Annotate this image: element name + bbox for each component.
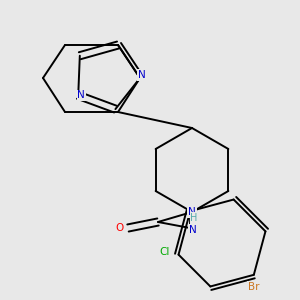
Text: Br: Br: [248, 282, 260, 292]
Text: N: N: [138, 70, 146, 80]
Text: N: N: [77, 90, 85, 100]
Text: Cl: Cl: [159, 247, 170, 256]
Text: N: N: [189, 225, 197, 235]
Text: H: H: [190, 213, 198, 223]
Text: O: O: [116, 223, 124, 233]
Text: N: N: [188, 207, 196, 217]
